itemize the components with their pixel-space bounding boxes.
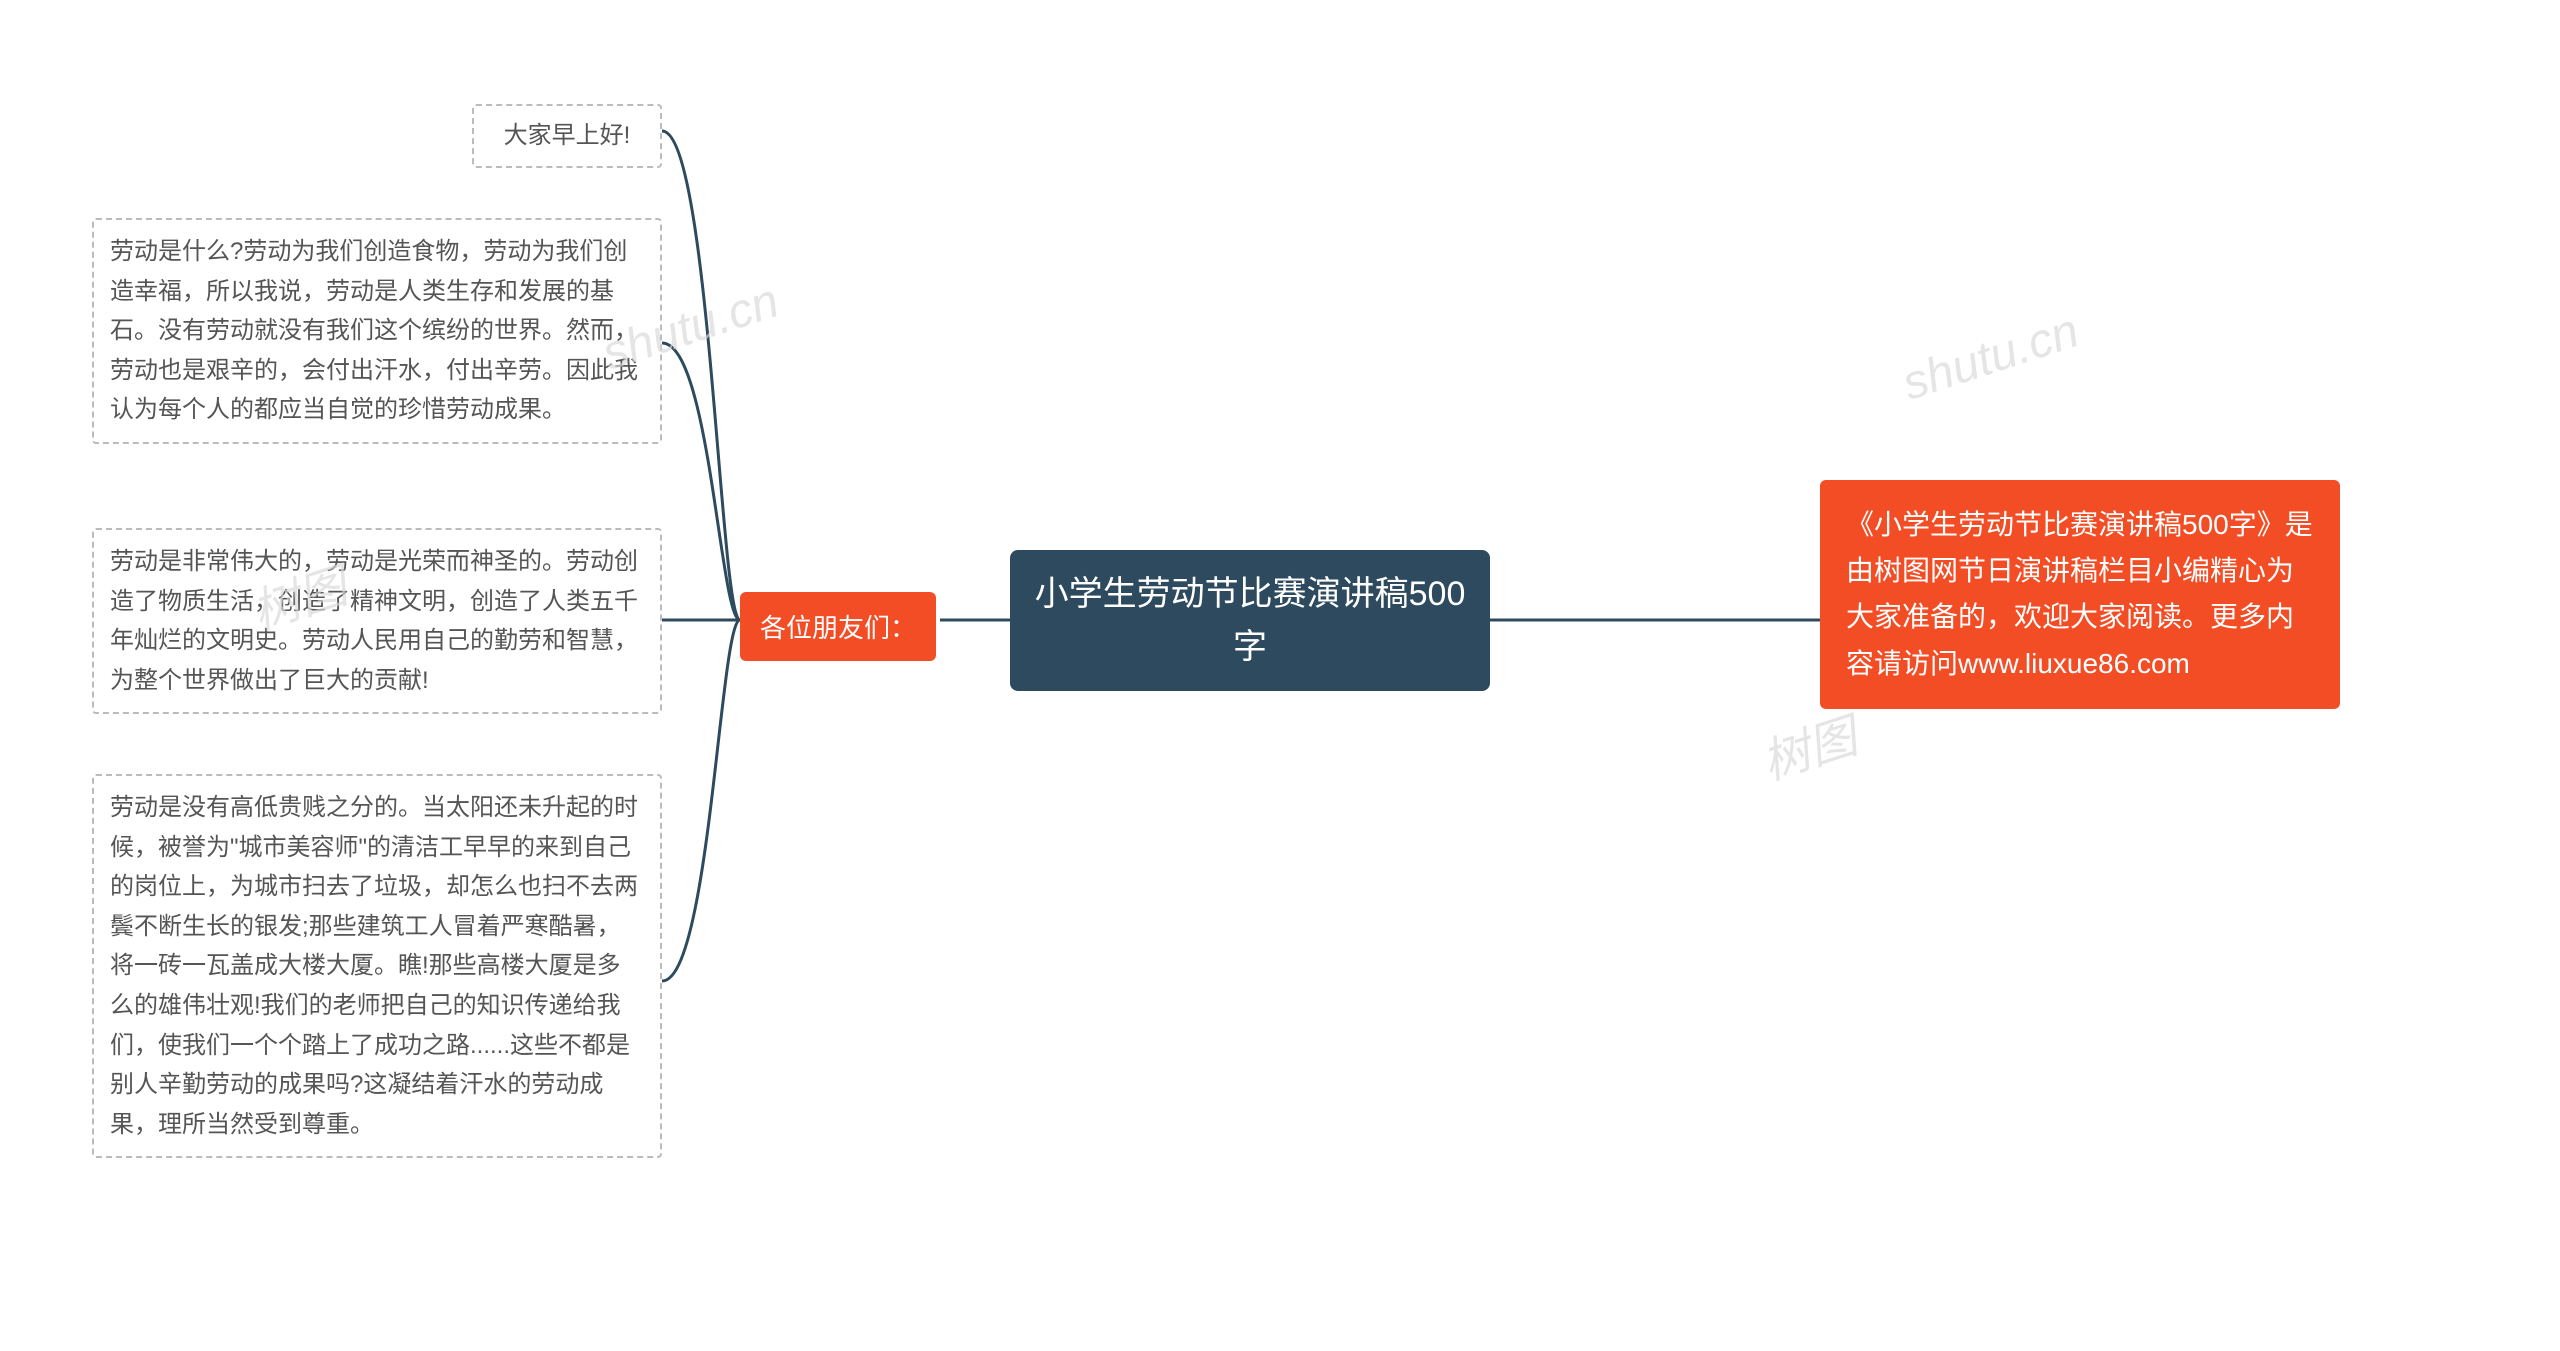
leaf-text-0: 大家早上好! <box>504 122 631 149</box>
right-branch-node: 《小学生劳动节比赛演讲稿500字》是由树图网节日演讲稿栏目小编精心为大家准备的，… <box>1820 480 2340 709</box>
connector-5 <box>662 620 740 981</box>
right-branch-text: 《小学生劳动节比赛演讲稿500字》是由树图网节日演讲稿栏目小编精心为大家准备的，… <box>1846 502 2314 687</box>
central-node: 小学生劳动节比赛演讲稿500字 <box>1010 550 1490 691</box>
connector-2 <box>662 131 740 620</box>
leaf-text-1: 劳动是什么?劳动为我们创造食物，劳动为我们创造幸福，所以我说，劳动是人类生存和发… <box>110 238 638 423</box>
leaf-text-3: 劳动是没有高低贵贱之分的。当太阳还未升起的时候，被誉为"城市美容师"的清洁工早早… <box>110 794 638 1138</box>
watermark-1: shutu.cn <box>1896 303 2086 411</box>
leaf-text-2: 劳动是非常伟大的，劳动是光荣而神圣的。劳动创造了物质生活，创造了精神文明，创造了… <box>110 548 638 694</box>
central-text: 小学生劳动节比赛演讲稿500字 <box>1032 568 1468 673</box>
leaf-node-1: 劳动是什么?劳动为我们创造食物，劳动为我们创造幸福，所以我说，劳动是人类生存和发… <box>92 218 662 444</box>
leaf-node-0: 大家早上好! <box>472 104 662 168</box>
left-branch-node: 各位朋友们： <box>740 592 936 661</box>
watermark-3: 树图 <box>1752 697 1865 793</box>
left-branch-text: 各位朋友们： <box>760 608 916 645</box>
leaf-node-2: 劳动是非常伟大的，劳动是光荣而神圣的。劳动创造了物质生活，创造了精神文明，创造了… <box>92 528 662 714</box>
connector-3 <box>662 343 740 620</box>
leaf-node-3: 劳动是没有高低贵贱之分的。当太阳还未升起的时候，被誉为"城市美容师"的清洁工早早… <box>92 774 662 1158</box>
